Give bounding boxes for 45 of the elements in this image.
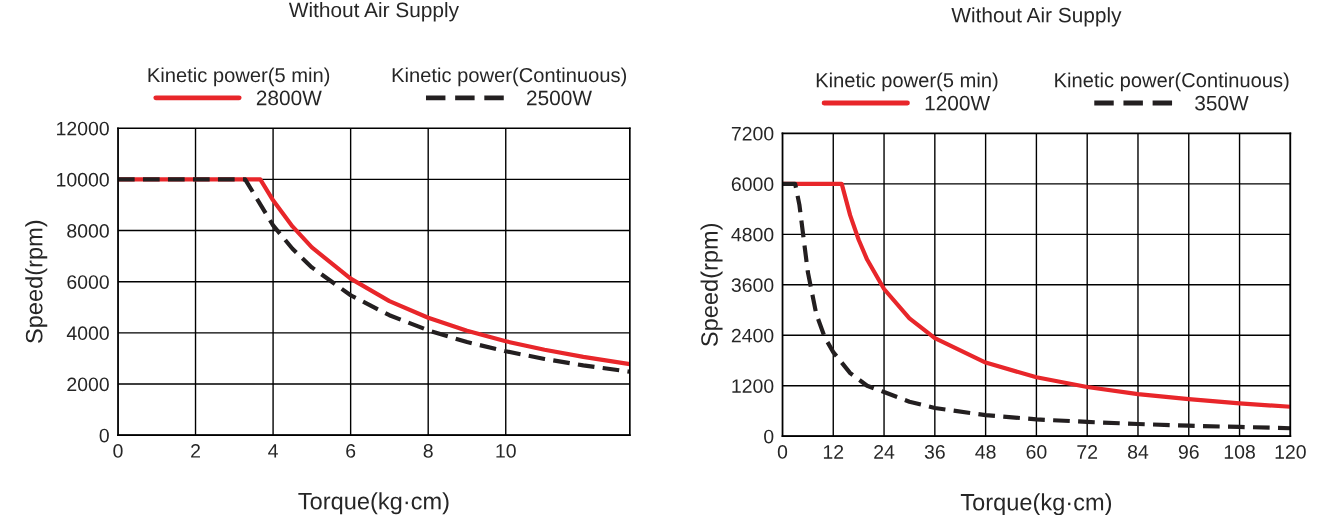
y-tick-label: 1200	[732, 379, 774, 393]
y-tick-label: 0	[99, 428, 109, 443]
y-tick-label: 8000	[67, 224, 109, 238]
y-tick-label: 6000	[67, 275, 109, 289]
y-tick-label: 3600	[731, 278, 774, 293]
y-tick-label: 10000	[57, 172, 109, 187]
x-tick-label: 72	[1077, 445, 1098, 459]
y-axis-title: Speed(rpm)	[25, 220, 48, 343]
x-tick-label: 36	[924, 445, 945, 459]
y-tick-label: 4000	[66, 326, 109, 341]
x-tick-label: 96	[1178, 445, 1199, 459]
x-tick-label: 84	[1128, 445, 1149, 459]
x-tick-label: 24	[874, 445, 895, 459]
x-tick-label: 108	[1224, 445, 1255, 459]
x-tick-label: 0	[777, 445, 788, 459]
y-tick-label: 7200	[731, 126, 774, 141]
x-tick-label: 120	[1275, 445, 1306, 459]
x-axis-title: Torque(kg·cm)	[298, 492, 449, 515]
y-tick-label: 2000	[67, 377, 109, 392]
y-axis-title: Speed(rpm)	[700, 223, 723, 347]
legend-label: 1200W	[925, 95, 991, 111]
legend-label: 2800W	[256, 90, 322, 106]
chart-title: Without Air Supply	[951, 7, 1122, 27]
x-tick-label: 4	[268, 444, 278, 458]
y-tick-label: 2400	[731, 328, 774, 343]
chart-title: Without Air Supply	[288, 2, 459, 22]
text: Kinetic power(Continuous)	[1055, 72, 1289, 92]
x-axis-title: Torque(kg·cm)	[960, 493, 1112, 515]
y-tick-label: 12000	[57, 121, 109, 136]
y-tick-label: 0	[764, 429, 774, 444]
x-tick-label: 6	[346, 444, 356, 458]
x-tick-label: 12	[823, 445, 844, 459]
x-tick-label: 10	[496, 444, 516, 458]
x-tick-label: 60	[1026, 445, 1047, 459]
y-tick-label: 6000	[731, 177, 774, 192]
legend-label: 2500W	[527, 90, 592, 106]
text: Kinetic power(Continuous)	[392, 67, 627, 87]
text: Kinetic power(5 min)	[148, 67, 330, 87]
text: Kinetic power(5 min)	[816, 72, 998, 92]
y-tick-label: 4800	[731, 227, 774, 242]
x-tick-label: 48	[975, 445, 996, 459]
legend-label: 350W	[1195, 95, 1249, 111]
x-tick-label: 8	[423, 444, 433, 458]
x-tick-label: 2	[191, 444, 200, 458]
x-tick-label: 0	[113, 444, 123, 458]
